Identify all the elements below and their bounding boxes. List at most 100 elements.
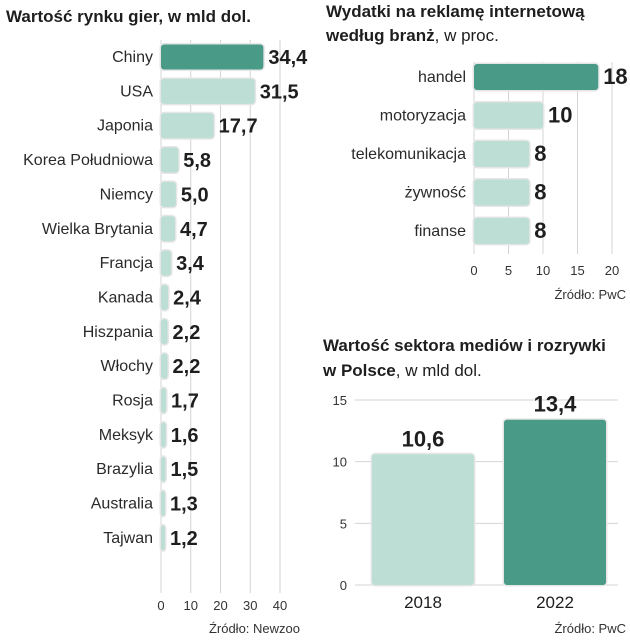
game-market-category-label: Niemcy [100,186,153,203]
game-market-category-label: Hiszpania [83,324,153,341]
media-title-bold: w Polsce [322,361,396,380]
game-market-value-label: 1,5 [170,459,198,481]
chart-game-market: Wartość rynku gier, w mld dol. Chiny 34,4… [6,7,308,636]
media-bars: 10,6 2018 13,4 2022 [370,392,608,612]
ads-value-label: 8 [534,218,546,243]
ads-row: finanse 8 [414,216,546,246]
game-market-row: Tajwan 1,2 [103,523,198,552]
ads-x-tick-label: 20 [605,263,619,278]
ads-bar [472,139,531,169]
ads-title-line2: według branż, w proc. [325,26,499,45]
game-market-bar [159,146,180,175]
game-market-row: Korea Południowa 5,8 [23,146,211,175]
game-market-row: Francja 3,4 [100,249,205,278]
game-market-row: Hiszpania 2,2 [83,317,200,346]
media-title-line1: Wartość sektora mediów i rozrywki [323,336,606,355]
game-market-bar [159,489,167,518]
game-market-value-label: 34,4 [268,47,308,69]
media-value-label: 10,6 [402,426,445,451]
game-market-x-tick-label: 0 [157,598,164,613]
game-market-category-label: Brazylia [96,461,153,478]
game-market-source: Źródło: Newzoo [209,621,300,636]
game-market-row: Chiny 34,4 [112,43,308,71]
chart-media-sector: Wartość sektora mediów i rozrywki w Pols… [322,336,626,636]
game-market-x-axis: 0 10 20 30 40 [157,598,287,613]
ads-title-bold: według branż [325,26,435,45]
game-market-row: Australia 1,3 [91,489,198,518]
ads-title-rest: , w proc. [435,26,499,45]
game-market-bar [159,111,216,140]
game-market-value-label: 1,2 [170,528,198,550]
media-bar [370,452,476,587]
ads-bar [472,216,531,246]
ads-x-axis: 0 5 10 15 20 [470,263,619,278]
ads-x-tick-label: 0 [470,263,477,278]
game-market-value-label: 5,8 [183,150,211,172]
game-market-x-tick-label: 10 [184,598,198,613]
game-market-category-label: Japonia [97,118,153,135]
chart-internet-ads: Wydatki na reklamę internetową według br… [325,2,628,302]
game-market-category-label: Korea Południowa [23,152,153,169]
game-market-category-label: Rosja [112,393,153,410]
game-market-row: Wielka Brytania 4,7 [42,214,208,243]
game-market-x-tick-label: 30 [243,598,257,613]
media-title-line2: w Polsce, w mld dol. [322,361,482,380]
game-market-row: USA 31,5 [120,77,299,106]
ads-category-label: żywność [405,185,466,202]
ads-x-tick-label: 5 [505,263,512,278]
media-y-tick-label: 15 [333,393,347,408]
game-market-row: Brazylia 1,5 [96,455,198,484]
media-source: Źródło: PwC [554,621,626,636]
game-market-value-label: 5,0 [181,184,209,206]
game-market-category-label: Australia [91,496,153,513]
game-market-value-label: 31,5 [260,81,299,103]
game-market-bar [159,420,168,449]
media-x-tick-label: 2018 [404,593,442,612]
game-market-row: Meksyk 1,6 [99,420,199,449]
game-market-row: Kanada 2,4 [98,283,202,312]
game-market-bar [159,317,170,346]
media-title-rest: , w mld dol. [396,361,482,380]
game-market-bar [159,523,167,552]
game-market-value-label: 2,2 [173,356,201,378]
game-market-row: Niemcy 5,0 [100,180,209,209]
game-market-value-label: 2,4 [173,287,202,309]
game-market-category-label: USA [120,83,153,100]
ads-value-label: 10 [548,103,572,128]
game-market-bar [159,283,170,312]
ads-row: handel 18 [418,62,628,92]
game-market-bar [159,455,167,484]
game-market-category-label: Meksyk [99,427,154,444]
ads-category-label: handel [418,69,466,86]
game-market-value-label: 4,7 [180,219,208,241]
game-market-category-label: Wielka Brytania [42,221,153,238]
game-market-category-label: Francja [100,255,153,272]
game-market-bar [159,180,178,209]
game-market-category-label: Tajwan [103,530,153,547]
ads-category-label: motoryzacja [380,108,466,125]
ads-value-label: 8 [534,141,546,166]
game-market-bar [159,352,170,381]
game-market-row: Japonia 17,7 [97,111,258,140]
game-market-bar [159,386,168,415]
ads-row: żywność 8 [405,178,546,207]
ads-bar [472,101,545,130]
game-market-value-label: 1,7 [171,391,199,413]
ads-x-tick-label: 15 [570,263,584,278]
game-market-x-tick-label: 40 [273,598,287,613]
media-value-label: 13,4 [534,392,578,417]
ads-bar [472,178,531,207]
ads-value-label: 8 [534,180,546,205]
game-market-value-label: 1,6 [171,425,199,447]
media-bar [502,418,608,587]
game-market-category-label: Kanada [98,289,153,306]
game-market-bar [159,214,177,243]
game-market-bar [159,43,265,71]
ads-category-label: finanse [414,223,466,240]
game-market-category-label: Włochy [101,358,153,375]
media-bar-group: 10,6 2018 [370,426,476,612]
media-y-tick-label: 10 [333,455,347,470]
media-bar-group: 13,4 2022 [502,392,608,612]
